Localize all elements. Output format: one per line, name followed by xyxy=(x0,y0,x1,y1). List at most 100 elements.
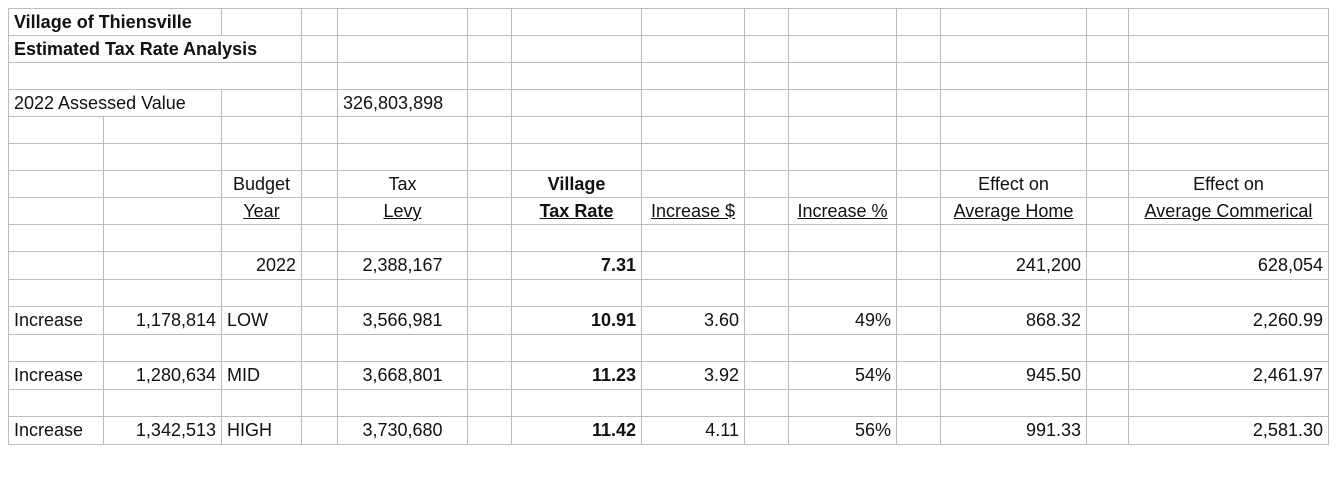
cell[interactable] xyxy=(940,35,1087,63)
cell[interactable] xyxy=(511,334,642,362)
header-rate-top[interactable]: Village xyxy=(511,170,642,198)
cell[interactable] xyxy=(467,35,512,63)
cell[interactable] xyxy=(641,334,745,362)
cell[interactable] xyxy=(641,170,745,198)
cell[interactable] xyxy=(788,334,897,362)
cell[interactable] xyxy=(103,251,222,280)
cell[interactable] xyxy=(896,224,941,252)
cell[interactable] xyxy=(511,62,642,90)
scenario-label[interactable]: Increase xyxy=(8,306,104,335)
cell[interactable] xyxy=(8,143,104,171)
cell[interactable] xyxy=(301,361,338,390)
cell[interactable] xyxy=(221,8,302,36)
base-home[interactable]: 241,200 xyxy=(940,251,1087,280)
cell[interactable] xyxy=(337,62,468,90)
cell[interactable] xyxy=(641,62,745,90)
cell[interactable] xyxy=(467,170,512,198)
scenario-increase-pct[interactable]: 49% xyxy=(788,306,897,335)
cell[interactable] xyxy=(103,143,222,171)
cell[interactable] xyxy=(467,389,512,417)
cell[interactable] xyxy=(467,306,512,335)
cell[interactable] xyxy=(8,334,104,362)
cell[interactable] xyxy=(511,8,642,36)
cell[interactable] xyxy=(896,89,941,117)
cell[interactable] xyxy=(301,306,338,335)
cell[interactable] xyxy=(301,35,338,63)
cell[interactable] xyxy=(467,224,512,252)
cell[interactable] xyxy=(788,251,897,280)
cell[interactable] xyxy=(301,170,338,198)
cell[interactable] xyxy=(337,334,468,362)
cell[interactable] xyxy=(8,197,104,225)
cell[interactable] xyxy=(896,334,941,362)
cell[interactable] xyxy=(1086,334,1129,362)
cell[interactable] xyxy=(788,116,897,144)
cell[interactable] xyxy=(896,35,941,63)
cell[interactable] xyxy=(301,197,338,225)
header-home-bottom[interactable]: Average Home xyxy=(940,197,1087,225)
cell[interactable] xyxy=(337,116,468,144)
cell[interactable] xyxy=(337,8,468,36)
cell[interactable] xyxy=(788,62,897,90)
cell[interactable] xyxy=(1086,361,1129,390)
scenario-levy[interactable]: 3,730,680 xyxy=(337,416,468,445)
cell[interactable] xyxy=(301,116,338,144)
cell[interactable] xyxy=(744,143,789,171)
cell[interactable] xyxy=(744,62,789,90)
cell[interactable] xyxy=(744,89,789,117)
cell[interactable] xyxy=(744,306,789,335)
cell[interactable] xyxy=(1128,224,1329,252)
cell[interactable] xyxy=(896,116,941,144)
cell[interactable] xyxy=(896,8,941,36)
cell[interactable] xyxy=(337,35,468,63)
cell[interactable] xyxy=(1128,8,1329,36)
scenario-increase-dollar[interactable]: 4.11 xyxy=(641,416,745,445)
cell[interactable] xyxy=(896,361,941,390)
cell[interactable] xyxy=(337,224,468,252)
cell[interactable] xyxy=(301,416,338,445)
cell[interactable] xyxy=(1086,35,1129,63)
cell[interactable] xyxy=(744,116,789,144)
header-increase-dollar[interactable]: Increase $ xyxy=(641,197,745,225)
cell[interactable] xyxy=(221,224,302,252)
cell[interactable] xyxy=(1086,197,1129,225)
base-commercial[interactable]: 628,054 xyxy=(1128,251,1329,280)
cell[interactable] xyxy=(511,116,642,144)
cell[interactable] xyxy=(744,251,789,280)
cell[interactable] xyxy=(103,224,222,252)
cell[interactable] xyxy=(744,224,789,252)
cell[interactable] xyxy=(103,197,222,225)
cell[interactable] xyxy=(744,361,789,390)
cell[interactable] xyxy=(103,116,222,144)
cell[interactable] xyxy=(896,62,941,90)
scenario-commercial[interactable]: 2,260.99 xyxy=(1128,306,1329,335)
cell[interactable] xyxy=(511,279,642,307)
cell[interactable] xyxy=(940,389,1087,417)
cell[interactable] xyxy=(788,8,897,36)
cell[interactable] xyxy=(1128,89,1329,117)
cell[interactable] xyxy=(1086,170,1129,198)
cell[interactable] xyxy=(467,251,512,280)
cell[interactable] xyxy=(301,8,338,36)
cell[interactable] xyxy=(467,197,512,225)
cell[interactable] xyxy=(1086,389,1129,417)
scenario-amount[interactable]: 1,280,634 xyxy=(103,361,222,390)
scenario-rate[interactable]: 11.23 xyxy=(511,361,642,390)
cell[interactable] xyxy=(467,143,512,171)
cell[interactable] xyxy=(1086,89,1129,117)
assessed-value-amount[interactable]: 326,803,898 xyxy=(337,89,468,117)
cell[interactable] xyxy=(744,334,789,362)
cell[interactable] xyxy=(467,89,512,117)
cell[interactable] xyxy=(1086,143,1129,171)
scenario-increase-dollar[interactable]: 3.60 xyxy=(641,306,745,335)
cell[interactable] xyxy=(641,116,745,144)
cell[interactable] xyxy=(221,334,302,362)
scenario-level[interactable]: LOW xyxy=(221,306,302,335)
cell[interactable] xyxy=(744,35,789,63)
scenario-level[interactable]: HIGH xyxy=(221,416,302,445)
cell[interactable] xyxy=(467,334,512,362)
cell[interactable] xyxy=(1086,8,1129,36)
cell[interactable] xyxy=(641,89,745,117)
cell[interactable] xyxy=(896,251,941,280)
cell[interactable] xyxy=(1086,62,1129,90)
